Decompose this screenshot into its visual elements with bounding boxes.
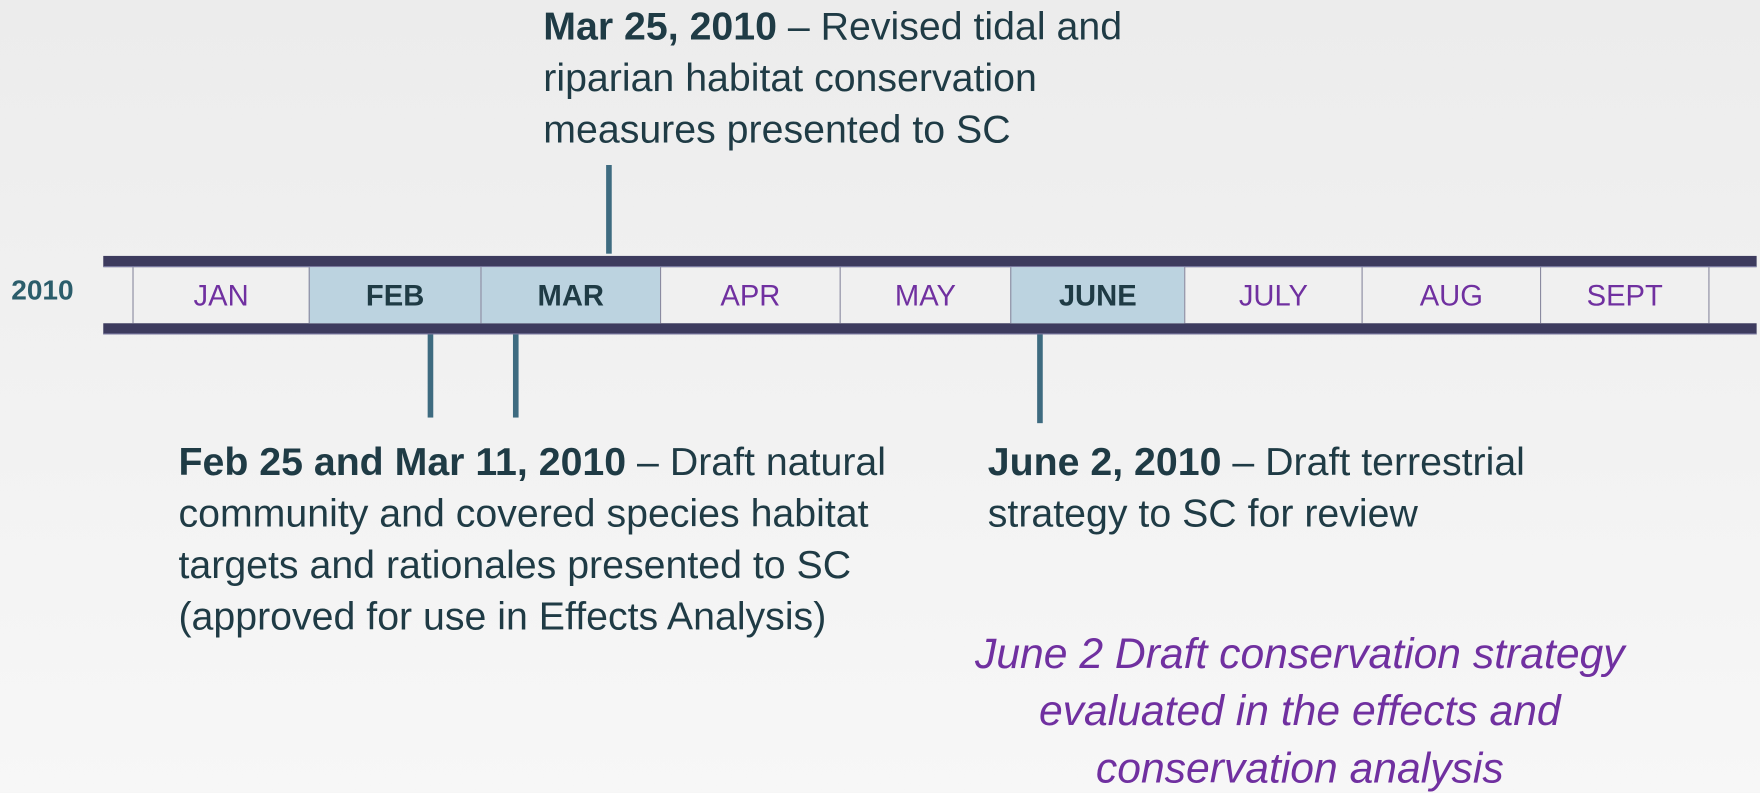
event-date: Feb 25 and Mar 11, 2010 [178,440,627,484]
month-cell: MAY [839,267,1011,324]
month-cell: SEPT [1540,267,1708,324]
event-description: – Revised tidal and riparian habitat con… [543,4,1123,152]
year-label: 2010 [11,275,74,307]
connector [1037,334,1043,424]
timeline-top-bar [103,255,1757,268]
connector [512,334,519,418]
month-cell: FEB [308,267,481,324]
connector [606,165,612,254]
event-text: Mar 25, 2010 – Revised tidal and riparia… [543,1,1194,156]
timeline-bottom-bar [103,323,1757,335]
event-description: – Draft terrestrial strategy to SC for r… [987,440,1525,536]
event-text: June 2, 2010 – Draft terrestrial strateg… [988,437,1617,540]
month-cell: APR [660,267,840,324]
month-cell: MAR [480,267,661,324]
note: June 2 Draft conservation strategy evalu… [974,630,1625,793]
month-cell: JUNE [1010,267,1185,324]
month-cell: JAN [132,267,308,324]
event-date: Mar 25, 2010 [543,4,777,49]
event-text: Feb 25 and Mar 11, 2010 – Draft natural … [178,437,908,644]
connector [427,334,434,418]
month-cell: JULY [1184,267,1361,324]
month-cell: AUG [1361,267,1540,324]
event-date: June 2, 2010 [987,440,1222,484]
event-description: – Draft natural community and covered sp… [178,440,886,639]
month-divider [1708,267,1710,324]
